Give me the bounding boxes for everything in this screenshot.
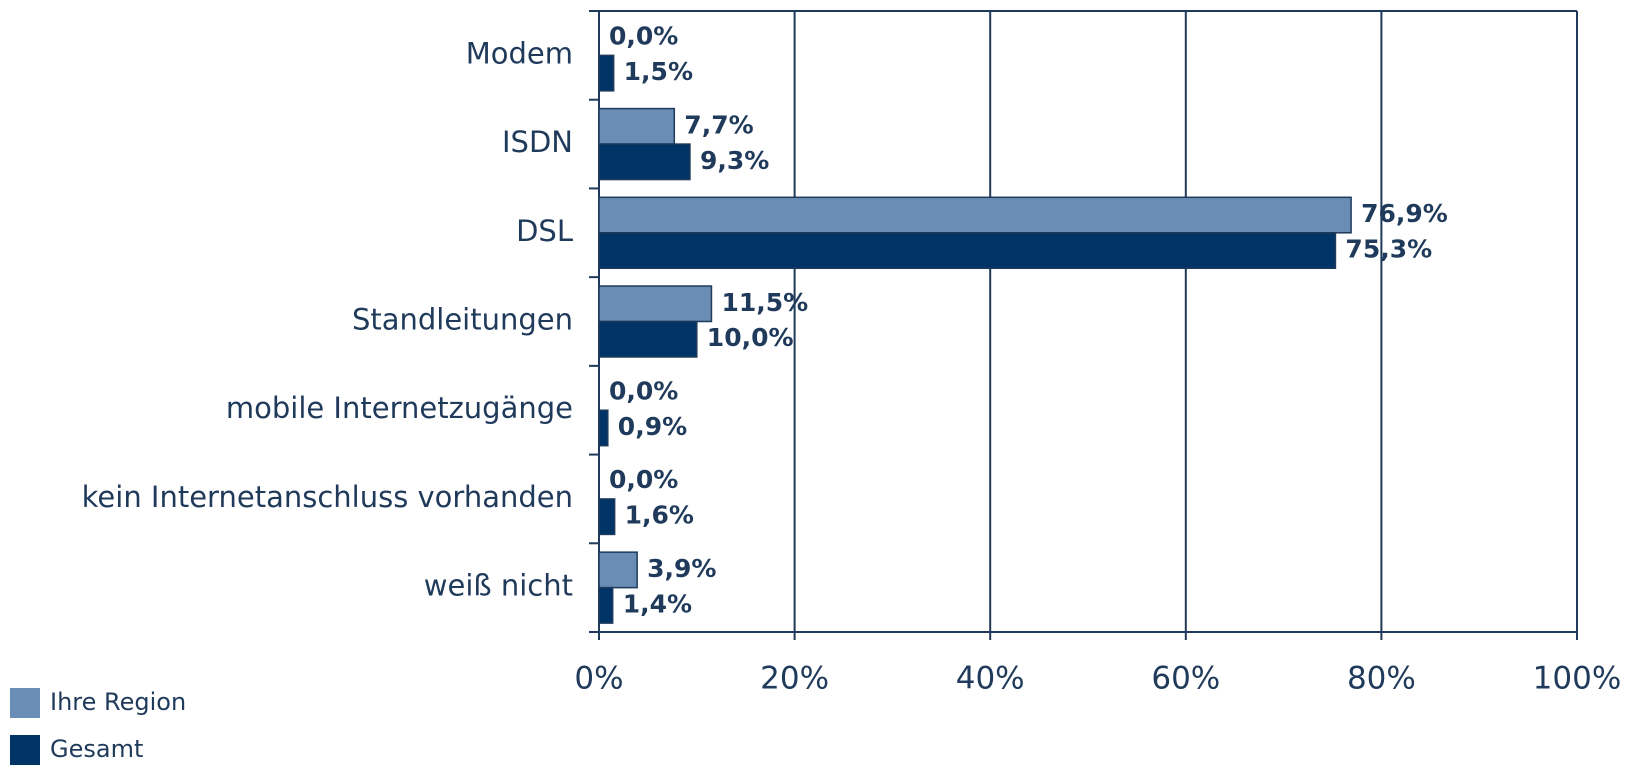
value-label: 0,9% bbox=[618, 412, 687, 441]
bar bbox=[598, 285, 713, 323]
y-tick-label: ISDN bbox=[502, 125, 573, 159]
bar bbox=[598, 586, 614, 624]
y-tick-label: DSL bbox=[516, 214, 573, 248]
value-label: 76,9% bbox=[1361, 199, 1448, 228]
legend-swatch bbox=[10, 735, 40, 765]
value-label: 1,4% bbox=[623, 589, 692, 618]
bar bbox=[598, 232, 1337, 270]
x-tick-label: 100% bbox=[1533, 661, 1622, 697]
legend-label: Gesamt bbox=[50, 735, 143, 763]
x-tick-label: 60% bbox=[1151, 661, 1220, 697]
value-label: 1,5% bbox=[624, 57, 693, 86]
x-tick-label: 20% bbox=[760, 661, 829, 697]
value-label: 1,6% bbox=[625, 501, 694, 530]
bar bbox=[598, 409, 609, 447]
value-label: 3,9% bbox=[647, 554, 716, 583]
y-tick-label: Modem bbox=[466, 36, 573, 70]
bar bbox=[598, 54, 615, 92]
value-label: 11,5% bbox=[721, 288, 808, 317]
bar bbox=[598, 498, 616, 536]
x-tick-label: 0% bbox=[574, 661, 623, 697]
legend-swatch bbox=[10, 688, 40, 718]
bar bbox=[598, 320, 698, 358]
value-label: 9,3% bbox=[700, 146, 769, 175]
x-tick-label: 40% bbox=[956, 661, 1025, 697]
y-tick-label: Standleitungen bbox=[352, 303, 573, 337]
value-label: 0,0% bbox=[609, 376, 678, 405]
y-tick-label: weiß nicht bbox=[424, 569, 573, 603]
y-tick-label: mobile Internetzugänge bbox=[226, 391, 573, 425]
value-label: 75,3% bbox=[1345, 235, 1432, 264]
y-tick-label: kein Internetanschluss vorhanden bbox=[82, 480, 573, 514]
x-tick-label: 80% bbox=[1347, 661, 1416, 697]
legend-label: Ihre Region bbox=[50, 688, 186, 716]
value-label: 0,0% bbox=[609, 22, 678, 51]
value-label: 7,7% bbox=[684, 110, 753, 139]
bar bbox=[598, 551, 638, 589]
value-label: 10,0% bbox=[707, 323, 794, 352]
bar bbox=[598, 196, 1352, 234]
bar bbox=[598, 143, 691, 181]
value-label: 0,0% bbox=[609, 465, 678, 494]
bar bbox=[598, 107, 676, 145]
